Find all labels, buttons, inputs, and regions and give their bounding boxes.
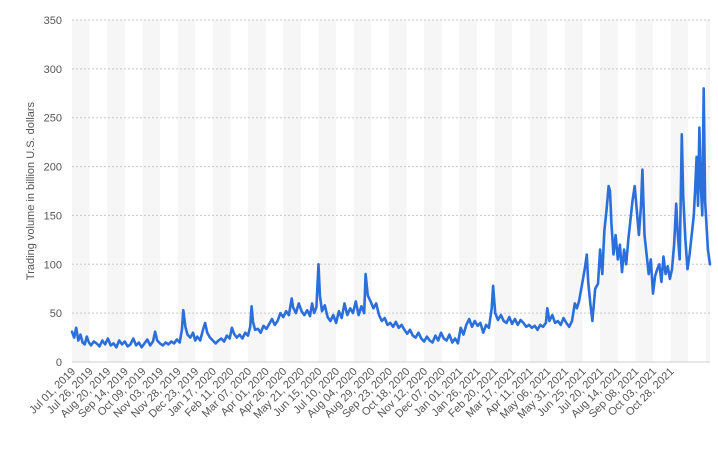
background-band bbox=[142, 20, 161, 362]
background-band bbox=[283, 20, 301, 362]
y-tick-label: 0 bbox=[56, 357, 62, 369]
y-tick-label: 250 bbox=[44, 113, 62, 125]
background-band bbox=[564, 20, 583, 362]
background-bands bbox=[72, 20, 710, 362]
gridlines bbox=[72, 19, 710, 363]
background-band bbox=[529, 20, 548, 362]
background-band bbox=[212, 20, 231, 362]
background-band bbox=[494, 20, 513, 362]
y-tick-label: 350 bbox=[44, 15, 62, 27]
background-band bbox=[670, 20, 689, 362]
y-tick-label: 100 bbox=[44, 259, 62, 271]
series-group bbox=[70, 87, 712, 349]
background-band bbox=[177, 20, 196, 362]
y-tick-label: 200 bbox=[44, 162, 62, 174]
y-axis-tick-labels: 0 50 100 150 200 250 300 350 bbox=[44, 15, 62, 369]
background-band bbox=[388, 20, 407, 362]
y-tick-label: 150 bbox=[44, 210, 62, 222]
y-axis-title: Trading volume in billion U.S. dollars bbox=[25, 101, 37, 280]
background-band bbox=[705, 20, 710, 362]
background-band bbox=[459, 20, 477, 362]
background-band bbox=[72, 20, 90, 362]
background-band bbox=[248, 20, 266, 362]
background-band bbox=[107, 20, 125, 362]
y-tick-label: 50 bbox=[50, 308, 62, 320]
background-band bbox=[424, 20, 442, 362]
series-line bbox=[70, 87, 712, 349]
background-band bbox=[318, 20, 337, 362]
y-tick-label: 300 bbox=[44, 64, 62, 76]
